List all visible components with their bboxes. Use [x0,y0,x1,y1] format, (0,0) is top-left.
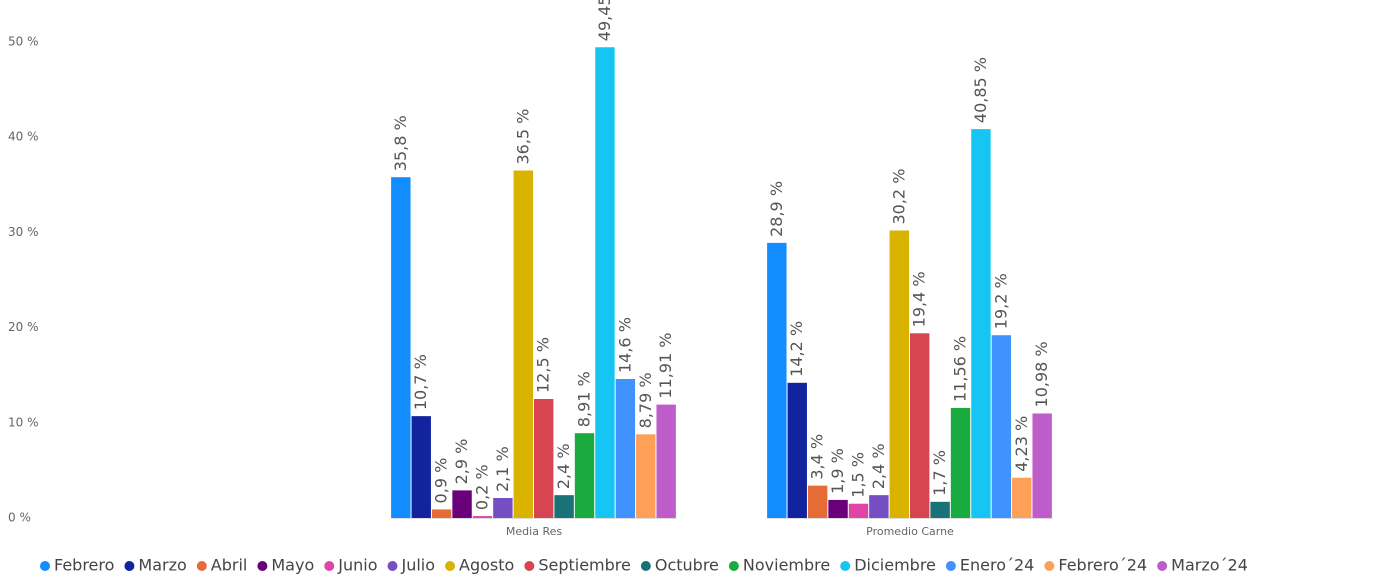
y-tick-label: 0 % [8,511,31,525]
bar [554,495,574,518]
data-label: 11,56 % [951,336,970,402]
data-label: 2,4 % [869,443,888,489]
data-label: 2,1 % [493,446,512,492]
legend-marker [196,561,207,571]
legend-marker [640,561,651,571]
legend-marker [40,561,50,571]
y-tick-label: 30 % [8,225,39,239]
bar [807,485,828,518]
bar [848,503,869,518]
data-label: 2,9 % [452,439,471,485]
data-label: 19,2 % [991,273,1010,329]
legend-label: Marzo´24 [1171,556,1248,575]
legend-marker [1157,561,1168,571]
data-label: 10,98 % [1032,341,1051,407]
legend-label: Junio [337,556,377,575]
bar [534,399,554,518]
data-label: 0,2 % [472,464,491,510]
y-tick-label: 20 % [8,320,39,334]
y-tick-label: 40 % [8,130,39,144]
data-label: 14,6 % [615,317,634,373]
legend-label: Marzo [138,556,186,575]
bar [431,509,452,518]
legend-label: Febrero´24 [1058,556,1147,575]
data-label: 35,8 % [391,115,410,171]
bar [595,47,615,519]
legend-label: Diciembre [854,556,936,575]
legend-marker [728,561,739,571]
legend-marker [945,561,956,571]
x-tick-label: Media Res [506,525,562,538]
legend-label: Agosto [459,556,514,575]
bar [493,498,513,518]
data-label: 4,23 % [1012,416,1031,472]
bar [869,495,889,518]
data-label: 19,4 % [910,271,929,327]
legend-label: Septiembre [538,556,631,575]
legend-label: Noviembre [743,556,830,575]
y-tick-label: 10 % [8,415,39,429]
legend-marker [324,561,335,571]
bar [615,379,636,518]
data-label: 8,91 % [575,371,594,427]
bar [971,129,991,518]
bar [828,499,848,518]
data-label: 14,2 % [787,321,806,377]
bar [767,242,787,518]
bar [452,490,472,518]
data-label: 40,85 % [971,57,990,123]
legend-label: Febrero [54,556,114,575]
data-label: 3,4 % [808,434,827,480]
legend-marker [257,561,268,571]
data-label: 12,5 % [534,337,553,393]
data-label: 30,2 % [889,169,908,225]
data-label: 36,5 % [513,109,532,165]
legend-label: Abril [211,556,248,575]
bar [391,177,411,518]
data-label: 1,9 % [828,448,847,494]
legend-marker [124,561,135,571]
bar [574,433,595,518]
bar [787,382,807,518]
bar [472,516,493,518]
bar [950,407,971,518]
data-label: 0,9 % [432,458,451,504]
bar [910,333,930,518]
legend-marker [445,561,456,571]
data-label: 8,79 % [636,372,655,428]
legend-marker [1044,561,1055,571]
legend-label: Enero´24 [960,556,1034,575]
bar [991,335,1012,518]
bar [411,416,431,518]
data-label: 28,9 % [767,181,786,237]
data-label: 10,7 % [411,354,430,410]
legend-marker [387,561,398,571]
bar [513,170,533,518]
bar [930,501,950,518]
legend-label: Julio [400,556,435,575]
legend-label: Octubre [655,556,719,575]
legend-label: Mayo [271,556,314,575]
data-label: 11,91 % [656,333,675,399]
data-label: 1,7 % [930,450,949,496]
data-label: 49,45 % [595,0,614,41]
bar [1012,477,1032,518]
bar [636,434,656,518]
legend-marker [840,561,851,571]
data-label: 2,4 % [554,443,573,489]
data-label: 1,5 % [848,452,867,498]
bar [656,404,676,518]
legend-marker [524,561,535,571]
y-tick-label: 50 % [8,35,39,49]
bar [1032,413,1052,518]
x-tick-label: Promedio Carne [866,525,954,538]
bar [889,230,909,518]
